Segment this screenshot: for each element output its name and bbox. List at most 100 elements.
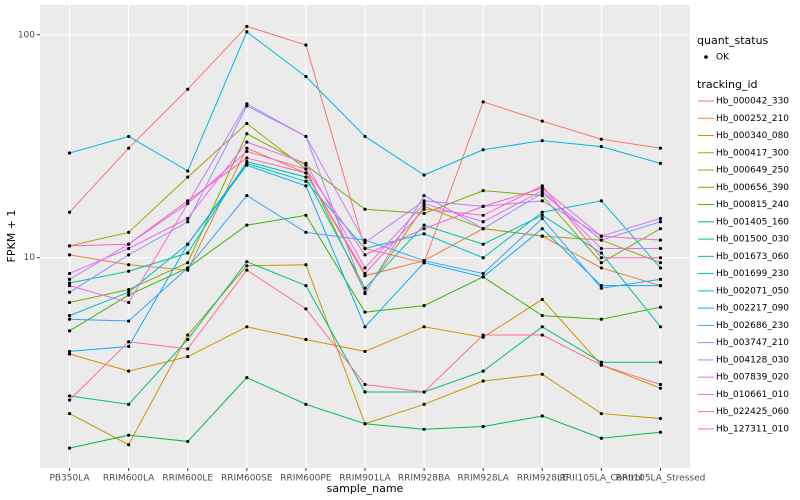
data-point — [481, 271, 485, 276]
data-point — [127, 290, 131, 294]
data-point — [481, 100, 485, 104]
data-point — [540, 193, 544, 198]
data-point — [540, 325, 544, 329]
x-tick-label: RRIM600LA — [103, 474, 155, 484]
data-point — [127, 319, 131, 323]
data-point — [304, 134, 308, 139]
data-point — [363, 207, 367, 211]
data-point — [67, 446, 72, 450]
data-point — [127, 263, 131, 267]
x-tick-label: RRII105LA_Control — [560, 474, 643, 484]
data-point — [186, 87, 190, 91]
data-point — [599, 363, 603, 367]
legend-label: OK — [716, 53, 730, 63]
legend-label: Hb_000417_300 — [716, 148, 789, 158]
legend-label: Hb_001673_060 — [716, 252, 789, 262]
data-point — [304, 161, 308, 165]
data-point — [245, 193, 249, 198]
data-point — [127, 433, 131, 437]
x-tick-label: RRIM600PE — [280, 474, 332, 484]
data-point — [599, 261, 603, 265]
legend-point — [704, 55, 708, 59]
data-point — [540, 139, 544, 143]
data-point — [658, 325, 663, 329]
data-point — [67, 411, 72, 416]
legend-label: Hb_000340_080 — [716, 131, 789, 141]
legend-label: Hb_003747_210 — [716, 338, 789, 348]
data-point — [67, 317, 72, 321]
data-point — [304, 337, 308, 342]
data-point — [422, 223, 426, 227]
data-point — [67, 281, 72, 285]
data-point — [67, 244, 72, 248]
data-point — [540, 119, 544, 123]
legend-label: Hb_002217_090 — [716, 304, 789, 314]
data-point — [304, 171, 308, 175]
data-point — [67, 210, 72, 214]
x-tick-label: RRII105LA_Stressed — [616, 474, 706, 484]
data-point — [658, 266, 663, 270]
data-point — [127, 134, 131, 139]
data-point — [127, 443, 131, 447]
legend-label: Hb_007839_020 — [716, 373, 789, 383]
legend-label: Hb_022425_060 — [716, 407, 789, 417]
data-point — [127, 344, 131, 349]
data-point — [186, 201, 190, 206]
data-point — [422, 193, 426, 198]
data-point — [599, 411, 603, 416]
data-point — [245, 132, 249, 136]
data-point — [363, 274, 367, 278]
data-point — [481, 148, 485, 152]
data-point — [599, 246, 603, 251]
x-tick-label: RRIM928BA — [398, 474, 451, 484]
legend-label: Hb_002686_230 — [716, 321, 789, 331]
data-point — [245, 121, 249, 126]
data-point — [658, 360, 663, 364]
data-point — [67, 151, 72, 155]
data-point — [658, 386, 663, 390]
data-point — [481, 369, 485, 373]
y-axis-title: FPKM + 1 — [5, 210, 18, 263]
data-point — [304, 402, 308, 406]
data-point — [127, 369, 131, 373]
data-point — [67, 283, 72, 288]
data-point — [67, 398, 72, 402]
data-point — [127, 230, 131, 234]
data-point — [540, 186, 544, 190]
data-point — [481, 256, 485, 260]
data-point — [67, 253, 72, 257]
data-point — [540, 191, 544, 195]
x-tick-label: RRIM928LA — [457, 474, 509, 484]
data-point — [304, 184, 308, 188]
data-point — [304, 213, 308, 217]
data-point — [127, 253, 131, 257]
data-point — [363, 253, 367, 257]
data-point — [186, 261, 190, 265]
data-point — [422, 173, 426, 177]
data-point — [481, 227, 485, 231]
shape-legend-title: quant_status — [697, 34, 769, 47]
data-point — [304, 283, 308, 288]
data-point — [658, 246, 663, 251]
data-point — [422, 303, 426, 308]
data-point — [422, 325, 426, 329]
data-point — [186, 216, 190, 221]
legend-label: Hb_000649_250 — [716, 166, 789, 176]
data-point — [304, 307, 308, 311]
legend-label: Hb_001500_030 — [716, 235, 789, 245]
data-point — [363, 310, 367, 314]
data-point — [304, 74, 308, 79]
data-point — [658, 220, 663, 224]
data-point — [363, 292, 367, 296]
data-point — [540, 199, 544, 203]
data-point — [186, 439, 190, 444]
data-point — [67, 352, 72, 356]
data-point — [245, 149, 249, 153]
data-point — [245, 30, 249, 34]
data-point — [422, 427, 426, 431]
x-axis-title: sample_name — [327, 482, 404, 495]
data-point — [599, 266, 603, 270]
data-point — [599, 360, 603, 364]
data-point — [245, 375, 249, 380]
data-point — [540, 414, 544, 418]
